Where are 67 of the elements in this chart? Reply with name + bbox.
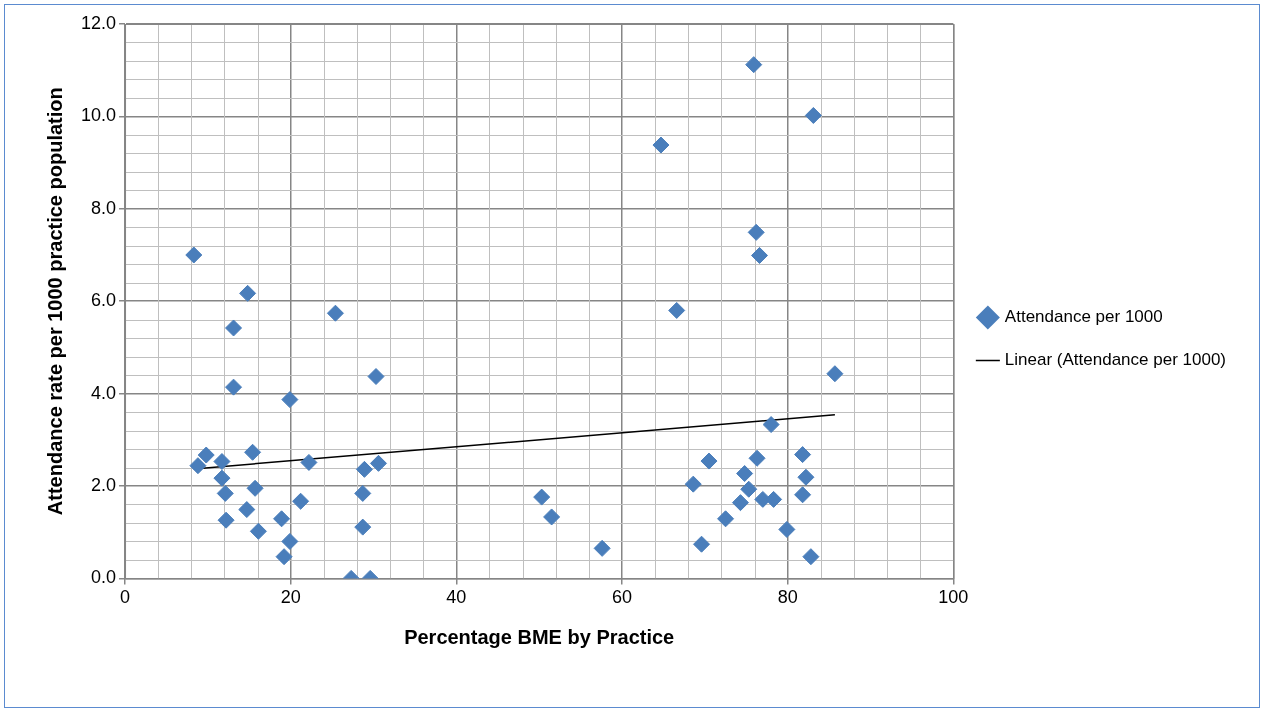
y-tick-label: 12.0: [80, 12, 117, 33]
point: [652, 136, 670, 154]
point: [225, 378, 243, 396]
point: [281, 391, 299, 409]
point: [751, 246, 769, 264]
point: [217, 511, 235, 529]
point: [185, 246, 203, 264]
x-tick-label: 100: [938, 587, 969, 608]
point: [794, 486, 812, 504]
point: [802, 548, 820, 566]
point: [249, 522, 267, 540]
point: [354, 484, 372, 502]
y-tick-label: 6.0: [91, 290, 117, 311]
point: [700, 452, 718, 470]
point: [275, 548, 293, 566]
point: [281, 532, 299, 550]
y-tick-label: 10.0: [80, 105, 117, 126]
y-axis-title: Attendance rate per 1000 practice population: [43, 87, 66, 516]
point: [300, 453, 318, 471]
point: [804, 106, 822, 124]
point: [543, 508, 561, 526]
point: [684, 475, 702, 493]
point: [693, 535, 711, 553]
x-tick-label: 20: [280, 587, 301, 608]
y-tick-label: 0.0: [91, 567, 117, 588]
point: [189, 457, 207, 475]
y-tick-label: 2.0: [91, 474, 117, 495]
point: [778, 520, 796, 538]
point: [367, 368, 385, 386]
point: [273, 510, 291, 528]
point: [826, 365, 844, 383]
point: [197, 446, 215, 464]
point: [246, 479, 264, 497]
point: [292, 492, 310, 510]
point: [225, 319, 243, 337]
legend-label: Linear (Attendance per 1000): [1004, 350, 1227, 370]
x-tick-label: 60: [612, 587, 633, 608]
point: [370, 454, 387, 472]
point: [213, 453, 231, 471]
point: [745, 56, 763, 74]
point: [213, 469, 231, 487]
point: [238, 501, 256, 519]
point: [244, 443, 262, 461]
x-tick-label: 40: [446, 587, 467, 608]
point: [731, 494, 749, 512]
y-tick-label: 8.0: [91, 197, 117, 218]
point: [355, 460, 373, 478]
point: [797, 468, 815, 486]
point: [762, 416, 780, 434]
y-tick-label: 4.0: [91, 382, 117, 403]
legend-label: Attendance per 1000: [1004, 307, 1163, 327]
point: [326, 304, 344, 322]
x-tick-label: 0: [120, 587, 131, 608]
point: [794, 446, 812, 464]
point: [740, 480, 758, 498]
point: [216, 484, 234, 502]
point: [717, 510, 735, 528]
point: [593, 539, 611, 557]
point: [748, 449, 766, 467]
x-axis-title: Percentage BME by Practice: [404, 625, 675, 648]
point: [533, 488, 551, 506]
x-tick-label: 80: [777, 587, 798, 608]
point: [668, 301, 686, 319]
point: [736, 465, 754, 483]
point: [747, 223, 765, 241]
point: [239, 284, 257, 302]
point: [354, 518, 372, 536]
